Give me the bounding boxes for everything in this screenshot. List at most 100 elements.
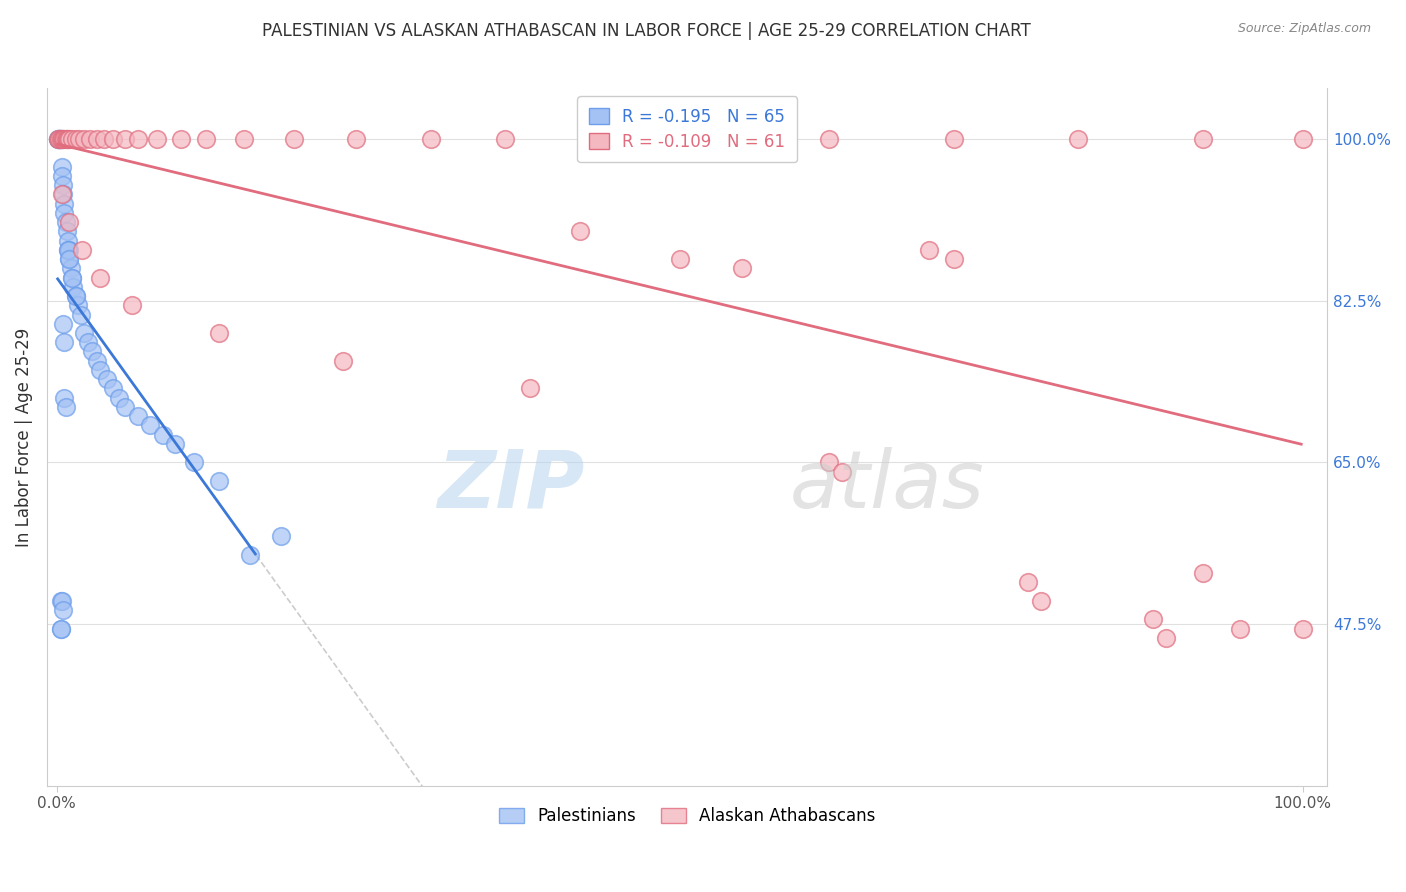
Point <box>46 132 69 146</box>
Point <box>51 169 73 183</box>
Point <box>108 391 131 405</box>
Point <box>831 465 853 479</box>
Point <box>58 215 80 229</box>
Point <box>70 243 93 257</box>
Point <box>818 455 841 469</box>
Point <box>419 132 441 146</box>
Point <box>1067 132 1090 146</box>
Point <box>152 427 174 442</box>
Point <box>51 594 73 608</box>
Point <box>114 400 136 414</box>
Point <box>89 270 111 285</box>
Point <box>1154 631 1177 645</box>
Point <box>127 132 149 146</box>
Point <box>569 224 592 238</box>
Point <box>270 529 292 543</box>
Point <box>49 622 72 636</box>
Point <box>1291 622 1313 636</box>
Point <box>918 243 941 257</box>
Point <box>55 215 77 229</box>
Point <box>56 243 79 257</box>
Point <box>818 132 841 146</box>
Point <box>52 132 75 146</box>
Point <box>139 418 162 433</box>
Point <box>494 132 516 146</box>
Point <box>53 206 76 220</box>
Point <box>170 132 193 146</box>
Point <box>66 298 89 312</box>
Point <box>80 344 103 359</box>
Point <box>49 132 72 146</box>
Point <box>1192 566 1215 581</box>
Text: ZIP: ZIP <box>437 447 585 524</box>
Point <box>52 603 75 617</box>
Point <box>344 132 367 146</box>
Point <box>89 363 111 377</box>
Point <box>731 261 754 276</box>
Point <box>208 474 231 488</box>
Point <box>1029 594 1052 608</box>
Point <box>101 381 124 395</box>
Y-axis label: In Labor Force | Age 25-29: In Labor Force | Age 25-29 <box>15 327 32 547</box>
Point <box>67 132 90 146</box>
Point <box>48 132 70 146</box>
Point <box>49 594 72 608</box>
Point <box>165 437 187 451</box>
Point <box>53 391 76 405</box>
Point <box>1192 132 1215 146</box>
Point <box>53 196 76 211</box>
Point <box>93 132 115 146</box>
Point <box>121 298 143 312</box>
Point <box>58 132 80 146</box>
Point <box>60 132 83 146</box>
Point <box>49 132 72 146</box>
Point <box>668 252 690 266</box>
Point <box>86 132 108 146</box>
Point <box>101 132 124 146</box>
Point <box>52 187 75 202</box>
Point <box>79 132 101 146</box>
Point <box>56 224 79 238</box>
Point <box>519 381 541 395</box>
Point <box>53 132 76 146</box>
Point <box>69 308 91 322</box>
Text: PALESTINIAN VS ALASKAN ATHABASCAN IN LABOR FORCE | AGE 25-29 CORRELATION CHART: PALESTINIAN VS ALASKAN ATHABASCAN IN LAB… <box>263 22 1031 40</box>
Point <box>332 353 354 368</box>
Point <box>56 234 79 248</box>
Point <box>58 252 80 266</box>
Point <box>239 548 262 562</box>
Point <box>48 132 70 146</box>
Point <box>208 326 231 340</box>
Point <box>183 455 205 469</box>
Point <box>195 132 218 146</box>
Point <box>942 252 965 266</box>
Point <box>60 270 83 285</box>
Point <box>283 132 305 146</box>
Point <box>58 243 80 257</box>
Point <box>232 132 254 146</box>
Point <box>593 132 616 146</box>
Point <box>65 132 87 146</box>
Point <box>46 132 69 146</box>
Point <box>73 132 96 146</box>
Point <box>77 335 100 350</box>
Point <box>52 317 75 331</box>
Point <box>86 353 108 368</box>
Point <box>62 280 84 294</box>
Point <box>52 178 75 193</box>
Point <box>942 132 965 146</box>
Point <box>65 289 87 303</box>
Point <box>127 409 149 424</box>
Point <box>145 132 167 146</box>
Point <box>59 261 82 276</box>
Point <box>49 132 72 146</box>
Point <box>46 132 69 146</box>
Point <box>706 132 728 146</box>
Point <box>1017 575 1039 590</box>
Point <box>55 400 77 414</box>
Point <box>1142 612 1164 626</box>
Legend: Palestinians, Alaskan Athabascans: Palestinians, Alaskan Athabascans <box>491 798 884 833</box>
Text: Source: ZipAtlas.com: Source: ZipAtlas.com <box>1237 22 1371 36</box>
Point <box>1291 132 1313 146</box>
Point <box>114 132 136 146</box>
